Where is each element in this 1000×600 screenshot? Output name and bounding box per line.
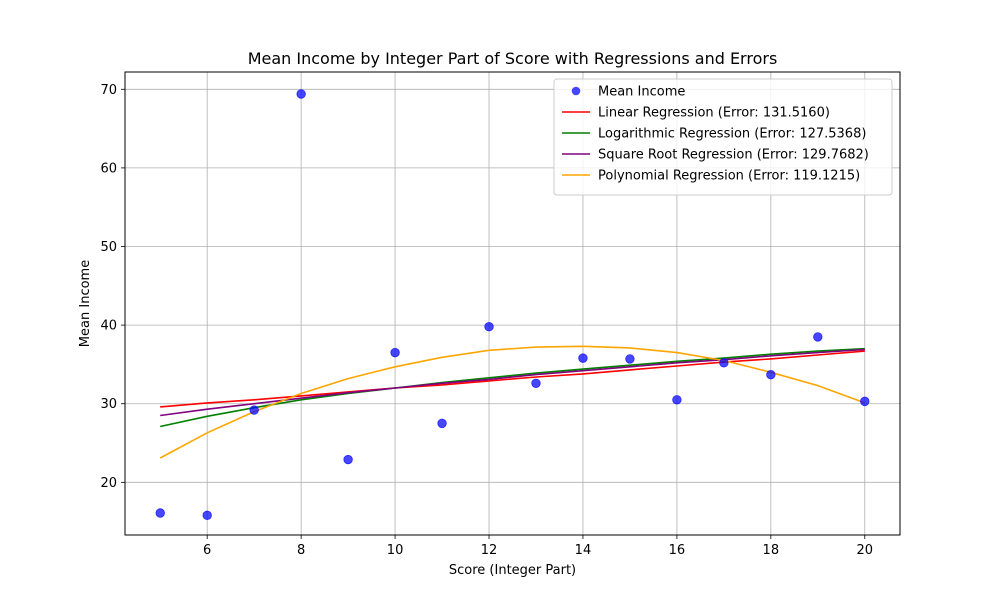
logarithmic-regression-line — [160, 347, 865, 428]
polynomial-regression-line — [159, 345, 866, 459]
scatter-point — [437, 418, 447, 429]
x-tick-label: 12 — [481, 543, 498, 558]
x-tick-label: 16 — [669, 543, 686, 558]
x-tick-label: 10 — [387, 543, 404, 558]
scatter-point — [860, 396, 870, 407]
plot-frame — [124, 71, 901, 536]
legend-marker — [571, 86, 581, 96]
scatter-point — [390, 347, 400, 358]
x-tick-label: 20 — [856, 543, 873, 558]
x-tick-label: 8 — [297, 543, 305, 558]
chart-title: Mean Income by Integer Part of Score wit… — [248, 49, 778, 68]
y-tick-label: 30 — [100, 397, 117, 412]
series-layer — [155, 89, 870, 521]
legend: Mean Income Linear Regression (Error: 131… — [553, 78, 893, 196]
scatter-point — [296, 89, 306, 99]
x-tick-label: 18 — [763, 543, 780, 558]
scatter-point — [625, 354, 635, 364]
legend-box — [553, 78, 893, 196]
legend-label: Mean Income — [598, 85, 685, 100]
scatter-point — [766, 369, 776, 380]
y-tick-label: 20 — [100, 476, 117, 491]
scatter-point — [202, 510, 212, 521]
linear-regression-line — [160, 350, 865, 408]
x-tick-label: 6 — [203, 543, 211, 558]
y-tick-label: 50 — [100, 240, 117, 255]
legend-label: Linear Regression (Error: 131.5160) — [598, 106, 830, 121]
x-tick-label: 14 — [575, 543, 592, 558]
y-tick-label: 70 — [100, 83, 117, 98]
scatter-point — [672, 395, 682, 405]
scatter-point — [719, 358, 729, 368]
legend-label: Logarithmic Regression (Error: 127.5368) — [598, 127, 866, 142]
scatter-point — [531, 378, 541, 388]
y-tick-label: 40 — [100, 319, 117, 334]
scatter-point — [578, 353, 588, 363]
scatter-point — [155, 508, 165, 518]
axis-ticks: 6 8 10 12 14 16 18 20 20 30 40 50 60 70 — [100, 83, 873, 558]
scatter-point — [343, 454, 353, 465]
legend-label: Square Root Regression (Error: 129.7682) — [598, 148, 869, 163]
square-regression-line — [160, 348, 865, 417]
scatter-point — [249, 405, 259, 415]
scatter-point — [484, 321, 494, 332]
y-axis-label: Mean Income — [78, 260, 93, 347]
y-tick-label: 60 — [100, 161, 117, 176]
x-axis-label: Score (Integer Part) — [449, 563, 576, 578]
legend-label: Polynomial Regression (Error: 119.1215) — [598, 169, 860, 184]
scatter-point — [813, 332, 823, 342]
